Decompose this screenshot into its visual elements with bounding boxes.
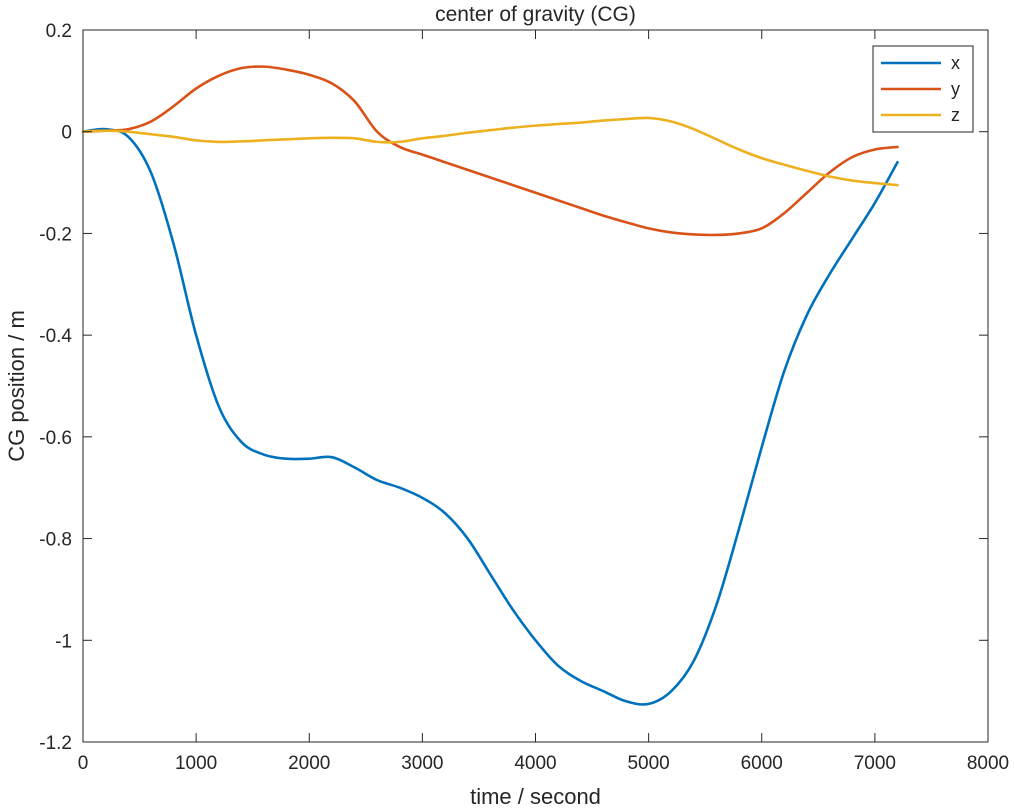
plot-area xyxy=(83,30,988,742)
y-tick-label: -1.2 xyxy=(39,733,72,754)
y-tick-label: -0.6 xyxy=(39,428,72,449)
y-tick-label: -0.2 xyxy=(39,224,72,245)
y-tick-label: 0.2 xyxy=(46,21,72,42)
x-tick-label: 0 xyxy=(78,753,89,774)
legend-label-x: x xyxy=(951,53,960,73)
chart-title: center of gravity (CG) xyxy=(435,3,636,26)
series-line-x xyxy=(81,127,899,706)
x-axis-label: time / second xyxy=(470,784,601,808)
x-tick-label: 3000 xyxy=(401,753,443,774)
y-tick-label: -0.8 xyxy=(39,530,72,551)
x-tick-label: 4000 xyxy=(514,753,556,774)
y-tick-label: -0.4 xyxy=(39,326,72,347)
x-tick-label: 5000 xyxy=(627,753,669,774)
x-tick-label: 8000 xyxy=(967,753,1009,774)
legend-label-y: y xyxy=(951,79,960,99)
y-axis-label: CG position / m xyxy=(4,310,29,462)
legend-label-z: z xyxy=(951,105,960,125)
series-layer xyxy=(81,65,899,706)
legend: xyz xyxy=(872,45,974,133)
y-tick-label: -1 xyxy=(55,631,72,652)
y-tick-label: 0 xyxy=(61,123,72,144)
x-axis-ticks: 0 1000 2000 3000 4000 5000 6000 7000 8000 xyxy=(78,30,1009,774)
y-axis-ticks: 0.2 0 -0.2 -0.4 -0.6 -0.8 -1 -1.2 xyxy=(39,21,988,754)
x-tick-label: 1000 xyxy=(175,753,217,774)
series-line-z xyxy=(81,116,899,187)
x-tick-label: 2000 xyxy=(288,753,330,774)
x-tick-label: 6000 xyxy=(741,753,783,774)
x-tick-label: 7000 xyxy=(854,753,896,774)
series-line-y xyxy=(81,65,899,237)
